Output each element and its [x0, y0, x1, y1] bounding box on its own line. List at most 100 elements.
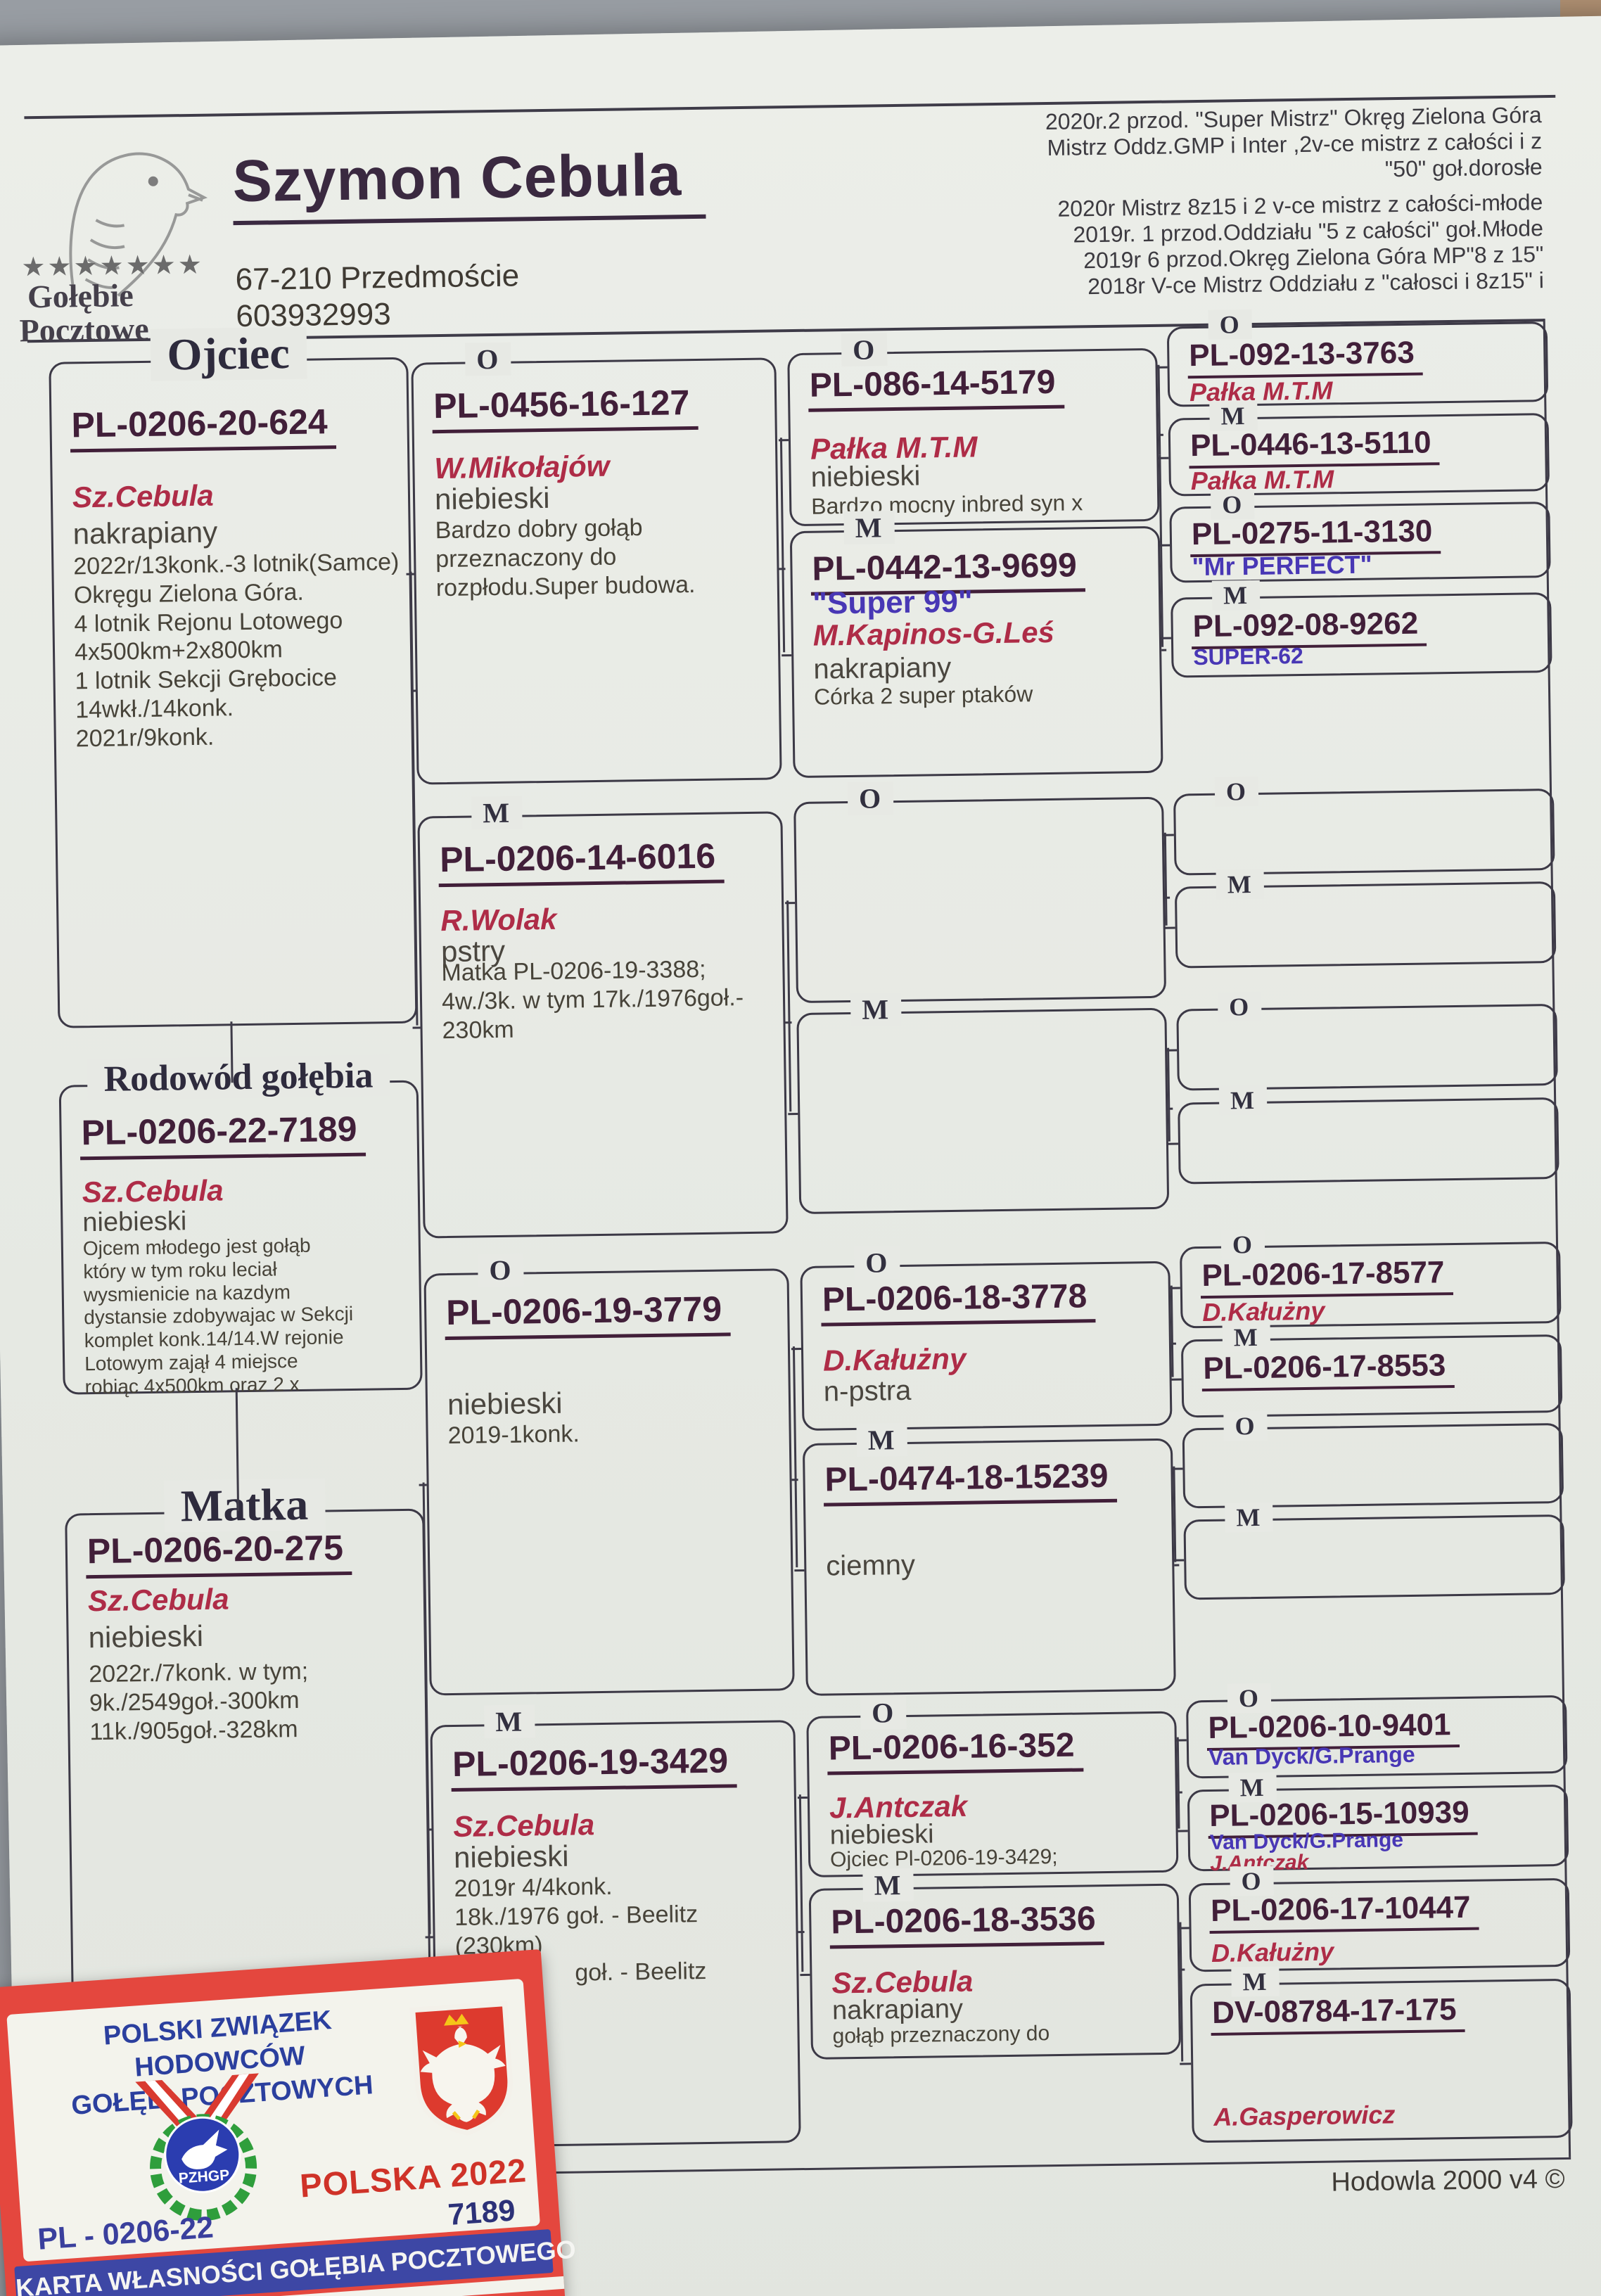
pedigree-box-gen4-15: O PL-0206-17-10447 D.Kałużny [1188, 1866, 1571, 1972]
notes: 2022r/13konk.-3 lotnik(Samce) Okręgu Zie… [73, 548, 403, 753]
note-line: 11k./905goł.-328km [89, 1715, 298, 1745]
note-line: goł. - Beelitz [575, 1958, 707, 1986]
ring-number: PL-0206-20-624 [70, 401, 337, 453]
note-line: 4x500km+2x800km [74, 636, 283, 666]
note-line: Okręgu Zielona Góra. [73, 578, 305, 609]
note-line: rozpłodu.Super budowa. [435, 570, 696, 601]
ring-number: PL-092-08-9262 [1191, 606, 1427, 650]
pedigree-box-gen4-10: M PL-0206-17-8553 [1180, 1322, 1563, 1418]
sex-marker: M [1225, 1502, 1273, 1533]
sex-marker: O [841, 333, 888, 367]
owner-name: D.Kałużny [1211, 1937, 1334, 1967]
pedigree-box-gen4-9: O PL-0206-17-8577 D.Kałużny [1180, 1229, 1562, 1329]
sticker-panel: POLSKI ZWIĄZEK HODOWCÓW GOŁĘBI POCZTOWYC… [6, 1978, 541, 2262]
sex-marker: M [862, 1868, 914, 1902]
pedigree-box-gen4-4: M PL-092-08-9262 SUPER-62 [1171, 580, 1552, 678]
notes: Matka PL-0206-19-3388; 4w./3k. w tym 17k… [441, 955, 775, 1045]
pedigree-box-father: Ojciec PL-0206-20-624 Sz.Cebula nakrapia… [49, 326, 418, 1028]
ring-number: PL-086-14-5179 [808, 362, 1064, 412]
note-line: Matka PL-0206-19-3388; [441, 955, 706, 987]
pedigree-box-gen2-3: O PL-0206-19-3779 niebieski 2019-1konk. [423, 1253, 795, 1696]
sex-marker: O [1220, 1229, 1265, 1260]
feather-color: niebieski [82, 1206, 187, 1238]
connector-line [1176, 1737, 1180, 1829]
note-line: 1 lotnik Sekcji Grębocice [75, 664, 338, 695]
pedigree-box-gen4-7: O [1176, 991, 1558, 1091]
sex-marker: O [1208, 309, 1253, 340]
pedigree-box-gen3-1: O PL-086-14-5179 Pałka M.T.M niebieski B… [787, 333, 1160, 527]
feather-color: niebieski [447, 1386, 563, 1422]
connector-line [798, 1794, 804, 1972]
pedigree-box-gen3-5: O PL-0206-18-3778 D.Kałużny n-pstra [800, 1246, 1173, 1431]
ring-number: PL-0206-22-7189 [79, 1108, 366, 1161]
pedigree-box-gen4-11: O [1182, 1410, 1564, 1509]
ring-number: PL-0206-19-3429 [450, 1740, 737, 1792]
pedigree-box-gen3-2: M PL-0442-13-9699 "Super 99" M.Kapinos-G… [789, 511, 1163, 779]
note-line: 2021r/9konk. [75, 723, 215, 753]
breeder-address: 67-210 Przedmoście [235, 258, 520, 298]
breeder-name: Szymon Cebula [232, 140, 706, 226]
sex-marker: O [860, 1695, 907, 1730]
box-title: Ojciec [150, 326, 307, 381]
pedigree-box-gen3-6: M PL-0474-18-15239 ciemny [802, 1422, 1176, 1696]
sex-marker: O [853, 1246, 900, 1280]
owner-name: R.Wolak [440, 902, 557, 938]
notes: 2022r./7konk. w tym; 9k./2549goł.-300km … [89, 1656, 417, 1747]
note-line: 4 lotnik Rejonu Lotowego [74, 606, 343, 637]
owner-name: Sz.Cebula [453, 1808, 595, 1843]
note-line: przeznaczony do [435, 543, 617, 573]
pzhgp-emblem-icon: PZHGP [135, 2073, 259, 2221]
ring-number: PL-0206-18-3536 [829, 1899, 1105, 1949]
note-line: 2022r./7konk. w tym; [89, 1657, 309, 1688]
note-line: robiąc 4x500km oraz 2 x [84, 1372, 300, 1398]
ring-number: PL-0206-17-10447 [1208, 1889, 1479, 1934]
connector-line [786, 900, 792, 1112]
pedigree-box-gen2-1: O PL-0456-16-127 W.Mikołajów niebieski B… [411, 342, 782, 785]
feather-color: nakrapiany [831, 1994, 964, 2026]
ring-number: PL-0446-13-5110 [1188, 425, 1441, 469]
box-title: Rodowód gołębia [87, 1054, 390, 1101]
note-line: 14wkł./14konk. [75, 694, 234, 724]
note-line: Córka 2 super ptaków [813, 681, 1033, 710]
connector-line [1173, 1466, 1177, 1562]
note-line: Bardzo dobry gołąb [435, 514, 643, 544]
connector-line [1170, 1285, 1174, 1377]
note-line: gołąb przeznaczony do [832, 2022, 1050, 2048]
feather-color: nakrapiany [72, 515, 218, 551]
sex-marker: O [1227, 1683, 1272, 1714]
ring-number: PL-0206-17-8577 [1200, 1255, 1453, 1299]
owner-name: Sz.Cebula [82, 1173, 224, 1209]
sex-marker: M [1218, 1085, 1268, 1116]
feather-color: niebieski [88, 1619, 204, 1654]
feather-color: nakrapiany [813, 651, 952, 685]
ring-number: PL-0206-20-275 [85, 1526, 352, 1579]
pedigree-box-gen4-3: O PL-0275-11-3130 "Mr PERFECT" [1169, 489, 1551, 583]
ring-number: DV-08784-17-175 [1210, 1991, 1466, 2036]
sex-marker: M [1211, 580, 1261, 611]
note-line: 2019r 4/4konk. [454, 1873, 613, 1902]
sex-marker: M [850, 992, 902, 1026]
pedigree-box-gen4-5: O [1173, 776, 1555, 876]
pedigree-box-gen4-2: M PL-0446-13-5110 Pałka M.T.M [1168, 400, 1550, 497]
connector-line [1157, 364, 1161, 455]
pedigree-box-gen3-7: O PL-0206-16-352 J.Antczak niebieski Ojc… [806, 1695, 1179, 1877]
sex-marker: M [1222, 1322, 1271, 1353]
note-line: 2019-1konk. [447, 1420, 580, 1450]
sex-marker: O [1217, 991, 1262, 1022]
notes: Córka 2 super ptaków [814, 679, 1152, 710]
sex-marker: O [1214, 776, 1259, 807]
pigeon-alias: SUPER-62 [1193, 642, 1304, 670]
ring-number: PL-092-13-3763 [1187, 335, 1424, 379]
pigeon-alias: Van Dyck/G.Prange [1208, 1741, 1415, 1770]
owner-name: M.Kapinos-G.Leś [812, 615, 1055, 652]
logo-caption-line2: Pocztowe [19, 310, 149, 349]
connector-line [779, 438, 786, 653]
logo-caption-line1: Gołębie [27, 277, 134, 315]
pedigree-box-gen4-1: O PL-092-13-3763 Pałka M.T.M [1166, 309, 1549, 407]
feather-color: niebieski [434, 480, 550, 516]
feather-color: niebieski [810, 460, 921, 493]
notes: gołąb przeznaczony do [832, 2020, 1170, 2050]
owner-name: Sz.Cebula [87, 1582, 229, 1618]
